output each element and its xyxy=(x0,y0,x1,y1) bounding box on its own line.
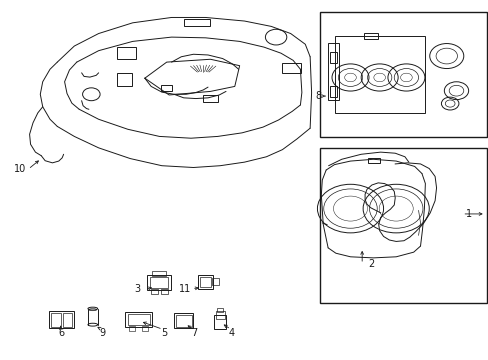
Bar xyxy=(176,315,191,327)
Bar xyxy=(129,327,135,331)
Text: 9: 9 xyxy=(100,328,105,338)
Bar xyxy=(319,148,486,303)
Text: 4: 4 xyxy=(228,328,235,338)
Bar xyxy=(151,289,158,294)
Text: 3: 3 xyxy=(134,284,140,294)
Bar xyxy=(183,18,210,26)
Bar xyxy=(49,311,74,328)
Bar xyxy=(282,63,300,73)
Bar xyxy=(152,271,165,276)
Bar xyxy=(329,53,337,63)
Bar xyxy=(319,12,486,137)
Bar xyxy=(142,327,147,331)
Bar xyxy=(117,47,135,59)
Bar xyxy=(334,36,424,113)
Bar xyxy=(161,85,171,91)
Bar xyxy=(327,43,338,100)
Text: 5: 5 xyxy=(161,328,167,338)
Bar xyxy=(161,289,167,294)
Bar xyxy=(198,275,212,289)
Bar xyxy=(127,314,149,325)
Bar xyxy=(174,313,193,328)
Bar xyxy=(117,73,131,86)
Bar xyxy=(200,277,210,287)
Bar xyxy=(329,86,337,97)
Bar xyxy=(203,95,217,102)
Bar xyxy=(214,315,225,329)
Text: 1: 1 xyxy=(465,209,471,219)
Text: 11: 11 xyxy=(179,284,191,294)
Text: 8: 8 xyxy=(315,91,321,101)
Bar xyxy=(211,278,219,285)
Bar xyxy=(147,275,170,290)
Bar xyxy=(150,277,167,288)
Bar xyxy=(215,311,224,319)
Bar xyxy=(51,312,61,327)
Text: 10: 10 xyxy=(14,164,26,174)
Bar xyxy=(125,312,152,327)
Text: 7: 7 xyxy=(191,328,197,338)
Bar xyxy=(62,312,72,327)
Bar xyxy=(217,308,223,312)
Text: 2: 2 xyxy=(368,259,374,269)
Bar xyxy=(364,33,377,39)
Bar xyxy=(367,158,379,163)
Text: 6: 6 xyxy=(59,328,65,338)
